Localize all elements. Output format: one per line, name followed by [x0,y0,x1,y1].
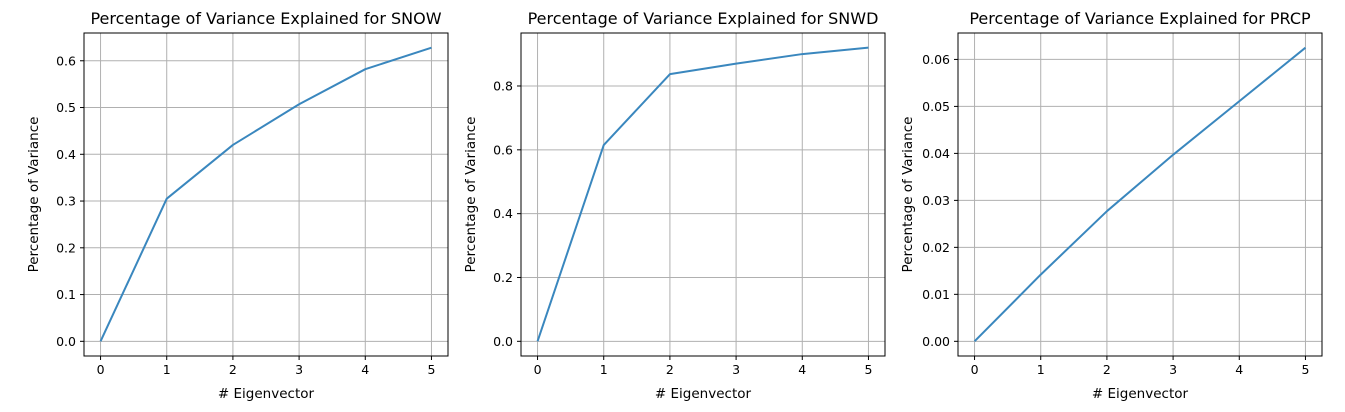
x-tick-label: 4 [1235,362,1243,377]
x-tick-label: 2 [666,362,674,377]
x-tick-label: 0 [97,362,105,377]
x-axis-label: # Eigenvector [655,386,752,402]
x-tick-label: 1 [1037,362,1045,377]
series-line [99,46,432,342]
y-tick-label: 0.6 [493,142,513,157]
y-tick-label: 0.8 [493,78,513,93]
plot-frame [957,32,1323,357]
series-line [973,46,1307,343]
y-tick-label: 0.2 [493,270,513,285]
y-tick-label: 0.05 [922,99,950,114]
x-tick-label: 1 [163,362,171,377]
chart-panel: 0 1 2 3 4 5 0.0 0.1 0.2 0.3 0.4 0.5 0.6 Percentage of… [26,9,449,402]
y-tick-label: 0.00 [922,334,950,349]
y-tick-label: 0.6 [56,53,76,68]
x-tick-label: 0 [971,362,979,377]
x-tick-label: 5 [864,362,872,377]
y-tick-label: 0.5 [56,100,76,115]
chart-panel: 0 1 2 3 4 5 0.00 0.01 0.02 0.03 0.04 0.05 0.06 Percen… [900,9,1323,402]
y-tick-label: 0.2 [56,240,76,255]
y-tick-label: 0.0 [493,334,513,349]
y-tick-label: 0.4 [493,206,513,221]
x-tick-label: 0 [534,362,542,377]
x-tick-label: 3 [295,362,303,377]
x-tick-label: 2 [1103,362,1111,377]
y-tick-label: 0.0 [56,334,76,349]
x-tick-label: 5 [427,362,435,377]
y-tick-label: 0.03 [922,193,950,208]
y-tick-label: 0.04 [922,146,950,161]
x-tick-label: 5 [1301,362,1309,377]
x-tick-label: 4 [361,362,369,377]
chart-title: Percentage of Variance Explained for PRC… [969,9,1311,28]
y-tick-label: 0.4 [56,147,76,162]
y-tick-label: 0.3 [56,194,76,209]
y-axis-label: Percentage of Variance [26,117,42,273]
x-tick-label: 1 [600,362,608,377]
chart-title: Percentage of Variance Explained for SNW… [528,9,879,28]
y-tick-label: 0.02 [922,240,950,255]
series-line [536,46,869,342]
x-axis-label: # Eigenvector [218,386,315,402]
plot-frame [520,32,886,357]
x-tick-label: 4 [798,362,806,377]
chart-title: Percentage of Variance Explained for SNO… [90,9,441,28]
y-tick-label: 0.06 [922,52,950,67]
y-axis-label: Percentage of Variance [900,117,916,273]
x-tick-label: 3 [1169,362,1177,377]
y-tick-label: 0.1 [56,287,76,302]
y-axis-label: Percentage of Variance [463,117,479,273]
chart-panel: 0 1 2 3 4 5 0.0 0.2 0.4 0.6 0.8 Percentage of Varia… [463,9,886,402]
x-tick-label: 3 [732,362,740,377]
y-tick-label: 0.01 [922,287,950,302]
x-tick-label: 2 [229,362,237,377]
x-axis-label: # Eigenvector [1092,386,1189,402]
plot-frame [83,32,449,357]
